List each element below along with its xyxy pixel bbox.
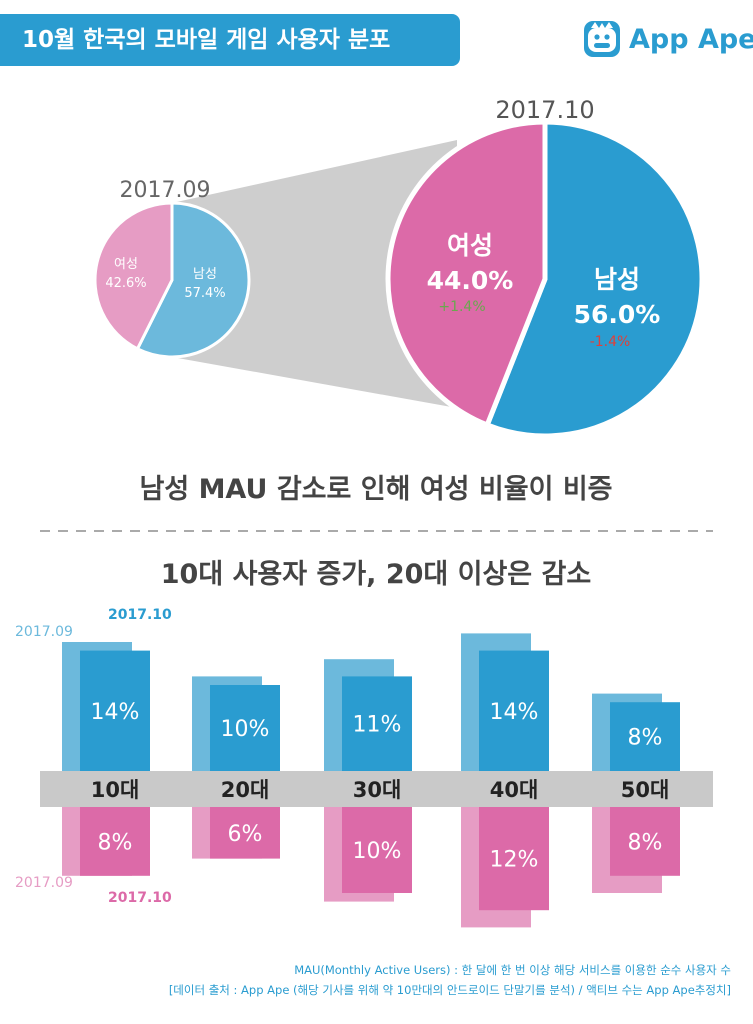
pie-small-female-value: 42.6% xyxy=(105,276,146,291)
headline: 남성 MAU 감소로 인해 여성 비율이 비증 xyxy=(139,474,612,505)
category-label: 10대 xyxy=(91,778,140,802)
pie-big-female-label: 여성 xyxy=(447,231,493,260)
bar-male-value-label: 11% xyxy=(353,713,402,738)
bar-female-value-label: 12% xyxy=(490,848,539,873)
pie-chart-2017-10 xyxy=(385,119,705,439)
legend-female-2017-10: 2017.10 xyxy=(108,890,172,906)
bar-male-value-label: 14% xyxy=(91,700,140,725)
pie-big-male-label: 남성 xyxy=(594,265,640,294)
legend-male-2017-10: 2017.10 xyxy=(108,607,172,623)
age-category-labels: 10대 20대 30대 40대 50대 xyxy=(91,778,670,802)
legend-male-2017-09: 2017.09 xyxy=(15,624,73,640)
category-label: 50대 xyxy=(621,778,670,802)
brand-logo: App Ape xyxy=(583,14,753,64)
legend-female-2017-09: 2017.09 xyxy=(15,875,73,891)
bar-female-2017-10 xyxy=(210,807,280,859)
category-label: 40대 xyxy=(490,778,539,802)
bar-male-2017-10 xyxy=(342,676,412,771)
bar-male-2017-10 xyxy=(210,685,280,771)
bar-female-2017-10 xyxy=(610,807,680,876)
pie-big-male-change: -1.4% xyxy=(590,334,631,350)
pie-2017-10-title: 2017.10 xyxy=(495,96,594,124)
bar-female-2017-10 xyxy=(479,807,549,911)
category-label: 20대 xyxy=(221,778,270,802)
pie-slice-male xyxy=(483,119,705,439)
bar-male-2017-10 xyxy=(80,650,150,771)
pie-big-female-change: +1.4% xyxy=(438,299,485,315)
pie-slice-female xyxy=(93,201,174,351)
bar-female-value-label: 8% xyxy=(98,830,133,855)
bar-male-value-label: 10% xyxy=(221,717,270,742)
pie-small-male-label: 남성 xyxy=(193,267,217,282)
title-banner: 10월 한국의 모바일 게임 사용자 분포 xyxy=(0,14,460,66)
bar-male-value-label: 8% xyxy=(628,726,663,751)
footer-mau-definition: MAU(Monthly Active Users) : 한 달에 한 번 이상 … xyxy=(294,963,731,977)
bar-female-value-label: 8% xyxy=(628,830,663,855)
bar-female-value-label: 10% xyxy=(353,839,402,864)
bar-chart-title: 10대 사용자 증가, 20대 이상은 감소 xyxy=(161,559,591,590)
monkey-face-icon xyxy=(584,21,620,57)
bar-female-2017-10 xyxy=(342,807,412,893)
pie-small-male-value: 57.4% xyxy=(184,286,225,301)
bar-male-2017-10 xyxy=(610,702,680,771)
pie-slice-female xyxy=(385,119,548,429)
bar-male-2017-10 xyxy=(479,650,549,771)
page-title: 10월 한국의 모바일 게임 사용자 분포 xyxy=(22,27,391,53)
footer-data-source: [데이터 출처 : App Ape (해당 기사를 위해 약 10만대의 안드로… xyxy=(168,983,731,997)
category-label: 30대 xyxy=(353,778,402,802)
brand-name: App Ape xyxy=(629,23,753,55)
pie-slice-male xyxy=(135,201,251,359)
age-category-band xyxy=(40,771,713,807)
footer-notes: MAU(Monthly Active Users) : 한 달에 한 번 이상 … xyxy=(169,960,731,1000)
pie-chart-2017-09 xyxy=(93,201,251,359)
age-bar-chart: 14% 8% 10% 6% 11% 10% 14% 12% 8% 8% xyxy=(62,633,680,928)
pie-zoom-connector xyxy=(172,140,457,408)
bar-female-value-label: 6% xyxy=(228,822,263,847)
pie-big-male-value: 56.0% xyxy=(574,300,661,329)
bar-female-2017-10 xyxy=(80,807,150,876)
pie-big-female-value: 44.0% xyxy=(427,266,514,295)
pie-small-female-label: 여성 xyxy=(114,257,138,272)
bar-male-value-label: 14% xyxy=(490,700,539,725)
pie-2017-09-title: 2017.09 xyxy=(120,178,211,203)
